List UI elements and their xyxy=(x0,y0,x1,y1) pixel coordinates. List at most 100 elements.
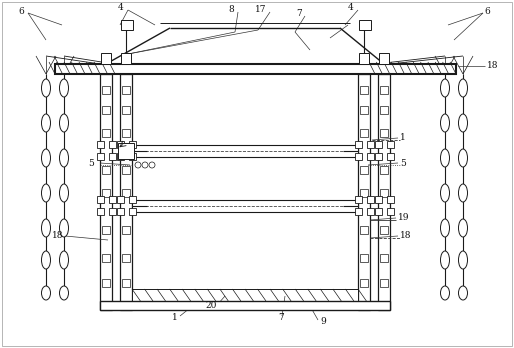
Bar xyxy=(387,153,394,160)
Ellipse shape xyxy=(440,79,450,97)
Ellipse shape xyxy=(60,251,68,269)
Bar xyxy=(358,74,370,310)
Ellipse shape xyxy=(458,219,468,237)
Ellipse shape xyxy=(60,149,68,167)
Bar xyxy=(360,106,368,114)
Bar xyxy=(355,208,362,215)
Ellipse shape xyxy=(60,184,68,202)
Bar xyxy=(375,141,382,148)
Bar xyxy=(380,106,388,114)
Ellipse shape xyxy=(440,149,450,167)
Bar xyxy=(102,226,110,234)
Ellipse shape xyxy=(60,219,68,237)
Bar xyxy=(132,145,358,157)
Bar xyxy=(367,153,374,160)
Text: 6: 6 xyxy=(18,7,24,16)
Text: 20: 20 xyxy=(205,301,216,310)
Bar xyxy=(122,226,130,234)
Bar xyxy=(129,196,136,203)
Ellipse shape xyxy=(440,286,450,300)
Text: 1: 1 xyxy=(400,134,406,142)
Ellipse shape xyxy=(458,184,468,202)
Bar xyxy=(109,196,116,203)
Bar xyxy=(378,74,390,310)
Bar xyxy=(129,141,136,148)
Bar xyxy=(122,254,130,262)
Ellipse shape xyxy=(458,79,468,97)
Ellipse shape xyxy=(42,251,50,269)
Bar xyxy=(102,106,110,114)
Text: 19: 19 xyxy=(398,214,410,222)
Bar xyxy=(100,74,112,310)
Ellipse shape xyxy=(42,184,50,202)
Bar xyxy=(367,141,374,148)
Bar xyxy=(109,208,116,215)
Bar xyxy=(360,189,368,197)
Bar xyxy=(375,208,382,215)
Bar xyxy=(360,279,368,287)
Bar xyxy=(97,141,104,148)
Bar xyxy=(97,196,104,203)
Bar xyxy=(97,208,104,215)
Bar xyxy=(380,254,388,262)
Bar xyxy=(360,166,368,174)
Text: 17: 17 xyxy=(255,6,266,15)
Text: 6: 6 xyxy=(484,7,490,16)
Bar xyxy=(375,153,382,160)
Bar xyxy=(355,153,362,160)
Bar xyxy=(101,53,111,64)
Bar xyxy=(132,200,358,212)
Bar xyxy=(360,129,368,137)
Bar xyxy=(102,166,110,174)
Text: 5: 5 xyxy=(400,158,406,167)
Bar xyxy=(102,129,110,137)
Bar xyxy=(380,226,388,234)
Bar xyxy=(359,20,371,30)
Bar xyxy=(102,254,110,262)
Ellipse shape xyxy=(60,114,68,132)
Bar xyxy=(387,141,394,148)
Text: 9: 9 xyxy=(320,317,326,326)
Text: 7: 7 xyxy=(296,9,302,18)
Bar xyxy=(102,279,110,287)
Bar xyxy=(122,129,130,137)
Ellipse shape xyxy=(440,184,450,202)
Ellipse shape xyxy=(458,114,468,132)
Bar xyxy=(100,301,390,310)
Bar xyxy=(375,196,382,203)
Bar xyxy=(122,189,130,197)
Text: 7: 7 xyxy=(278,314,284,323)
Bar xyxy=(121,53,131,64)
Ellipse shape xyxy=(440,251,450,269)
Bar xyxy=(55,64,456,74)
Ellipse shape xyxy=(60,79,68,97)
Bar xyxy=(122,106,130,114)
Bar xyxy=(97,153,104,160)
Ellipse shape xyxy=(42,79,50,97)
Text: 18: 18 xyxy=(52,231,64,240)
Bar xyxy=(122,86,130,94)
Bar xyxy=(120,74,132,310)
Bar xyxy=(367,208,374,215)
Bar xyxy=(129,153,136,160)
Bar xyxy=(118,143,134,159)
Bar xyxy=(122,166,130,174)
Text: 8: 8 xyxy=(228,6,234,15)
Bar xyxy=(355,141,362,148)
Ellipse shape xyxy=(42,149,50,167)
Bar xyxy=(132,289,358,301)
Text: 18: 18 xyxy=(487,62,499,71)
Bar xyxy=(360,86,368,94)
Ellipse shape xyxy=(440,219,450,237)
Ellipse shape xyxy=(42,219,50,237)
Text: 1: 1 xyxy=(172,314,178,323)
Text: 5: 5 xyxy=(88,158,94,167)
Bar xyxy=(121,20,133,30)
Bar xyxy=(360,226,368,234)
Bar xyxy=(380,129,388,137)
Ellipse shape xyxy=(458,149,468,167)
Bar xyxy=(379,53,389,64)
Ellipse shape xyxy=(42,286,50,300)
Text: 4: 4 xyxy=(348,3,354,13)
Ellipse shape xyxy=(458,251,468,269)
